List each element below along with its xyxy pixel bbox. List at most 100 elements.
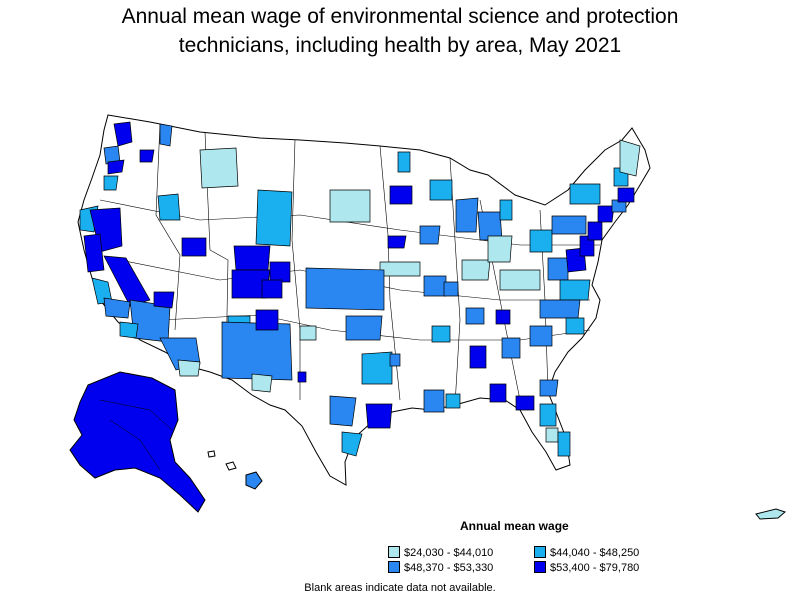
area-north-carolina (539, 299, 581, 319)
legend-swatch-4 (534, 561, 546, 573)
area-tyler (389, 353, 401, 367)
area-las-cruces (251, 373, 273, 393)
area-jacksonville (539, 379, 559, 397)
area-kentucky (499, 269, 541, 291)
hawaii-island (207, 450, 216, 458)
area-louisiana (423, 389, 445, 413)
area-new-orleans (489, 383, 507, 403)
area-illinois-central (461, 259, 491, 281)
area-salem (103, 175, 119, 191)
hawaii-island (225, 461, 237, 471)
area-boise (157, 193, 181, 221)
area-portland (107, 159, 125, 175)
area-upper-midwest (429, 179, 453, 201)
area-colorado-springs (261, 279, 283, 299)
area-wyoming (255, 189, 293, 247)
area-tucson (177, 359, 201, 377)
map-title-line-1: Annual mean wage of environmental scienc… (121, 5, 679, 28)
area-reno (181, 237, 207, 257)
area-new-york-city (597, 205, 615, 223)
alaska-outline (69, 371, 206, 513)
legend-label-3: $48,370 - $53,330 (404, 562, 494, 574)
area-sf-bay (83, 233, 105, 273)
alaska-area-boundary (109, 419, 161, 471)
area-north-dakota (329, 189, 371, 223)
state-boundary-line (291, 139, 301, 400)
map-title-line-2: technicians, including health by area, M… (178, 34, 622, 57)
area-philadelphia (587, 221, 603, 241)
legend-label-4: $53,400 - $79,780 (550, 562, 640, 574)
area-spokane (159, 123, 173, 147)
area-austin (329, 395, 357, 427)
area-el-paso (297, 371, 307, 383)
area-raleigh (565, 317, 585, 335)
state-boundary-line (204, 131, 229, 369)
footnote: Blank areas indicate data not available. (304, 582, 496, 594)
legend-item-4: $53,400 - $79,780 (534, 561, 639, 575)
area-orlando (545, 427, 559, 443)
area-tampa (539, 403, 557, 427)
area-texas-panhandle (299, 325, 317, 341)
legend-title: Annual mean wage (460, 519, 569, 533)
area-memphis (465, 307, 485, 325)
legend-label-1: $24,030 - $44,010 (404, 547, 494, 559)
area-albuquerque (255, 309, 279, 331)
area-seattle (113, 121, 133, 147)
area-dallas (361, 351, 393, 385)
area-denver (269, 261, 291, 283)
area-alabama (501, 337, 521, 359)
alaska-areas (99, 399, 173, 471)
area-houston (365, 403, 393, 429)
map-title: Annual mean wage of environmental scienc… (0, 2, 800, 60)
area-pennsylvania (551, 215, 587, 235)
area-western-montana (199, 147, 239, 189)
area-kansas (305, 267, 385, 311)
hawaii-island (245, 471, 263, 490)
area-tallahassee (515, 395, 535, 411)
area-los-angeles (103, 297, 131, 319)
area-corpus-christi (341, 431, 363, 457)
state-boundary-line (449, 157, 461, 406)
alaska-area-boundary (99, 399, 173, 431)
area-missouri (423, 275, 447, 297)
area-arkansas (431, 325, 451, 343)
area-iowa (419, 225, 441, 245)
area-fresno (103, 255, 151, 307)
area-upstate-ny (569, 183, 601, 205)
area-nebraska (379, 261, 421, 277)
legend-swatch-3 (388, 561, 400, 573)
legend-swatch-1 (388, 546, 400, 558)
wage-areas (79, 121, 641, 457)
area-salt-lake (233, 245, 271, 271)
area-minneapolis (389, 185, 413, 205)
area-ohio (529, 229, 553, 253)
area-fargo (397, 151, 411, 173)
area-maine (619, 139, 641, 177)
area-nashville (495, 309, 511, 325)
legend-item-1: $24,030 - $44,010 (388, 546, 493, 560)
area-st-louis (443, 281, 459, 297)
legend-item-2: $44,040 - $48,250 (534, 546, 639, 560)
legend-swatch-2 (534, 546, 546, 558)
area-south-florida (557, 431, 571, 457)
area-omaha (387, 235, 407, 249)
state-boundary-line (155, 123, 181, 331)
area-indiana (487, 235, 513, 263)
area-kennewick (139, 149, 155, 163)
area-west-virginia (547, 257, 569, 281)
area-mississippi (469, 345, 487, 369)
area-michigan (499, 199, 513, 221)
legend-label-2: $44,040 - $48,250 (550, 547, 640, 559)
area-atlanta (529, 325, 553, 347)
legend-item-3: $48,370 - $53,330 (388, 561, 493, 575)
area-new-mexico (221, 321, 293, 381)
area-boston (617, 187, 635, 203)
area-virginia (559, 279, 591, 301)
area-oklahoma (345, 315, 383, 341)
area-las-vegas (153, 291, 175, 309)
area-baton-rouge (445, 393, 461, 409)
area-san-diego (119, 321, 139, 339)
area-wisconsin (455, 197, 479, 233)
puerto-rico (755, 508, 786, 520)
